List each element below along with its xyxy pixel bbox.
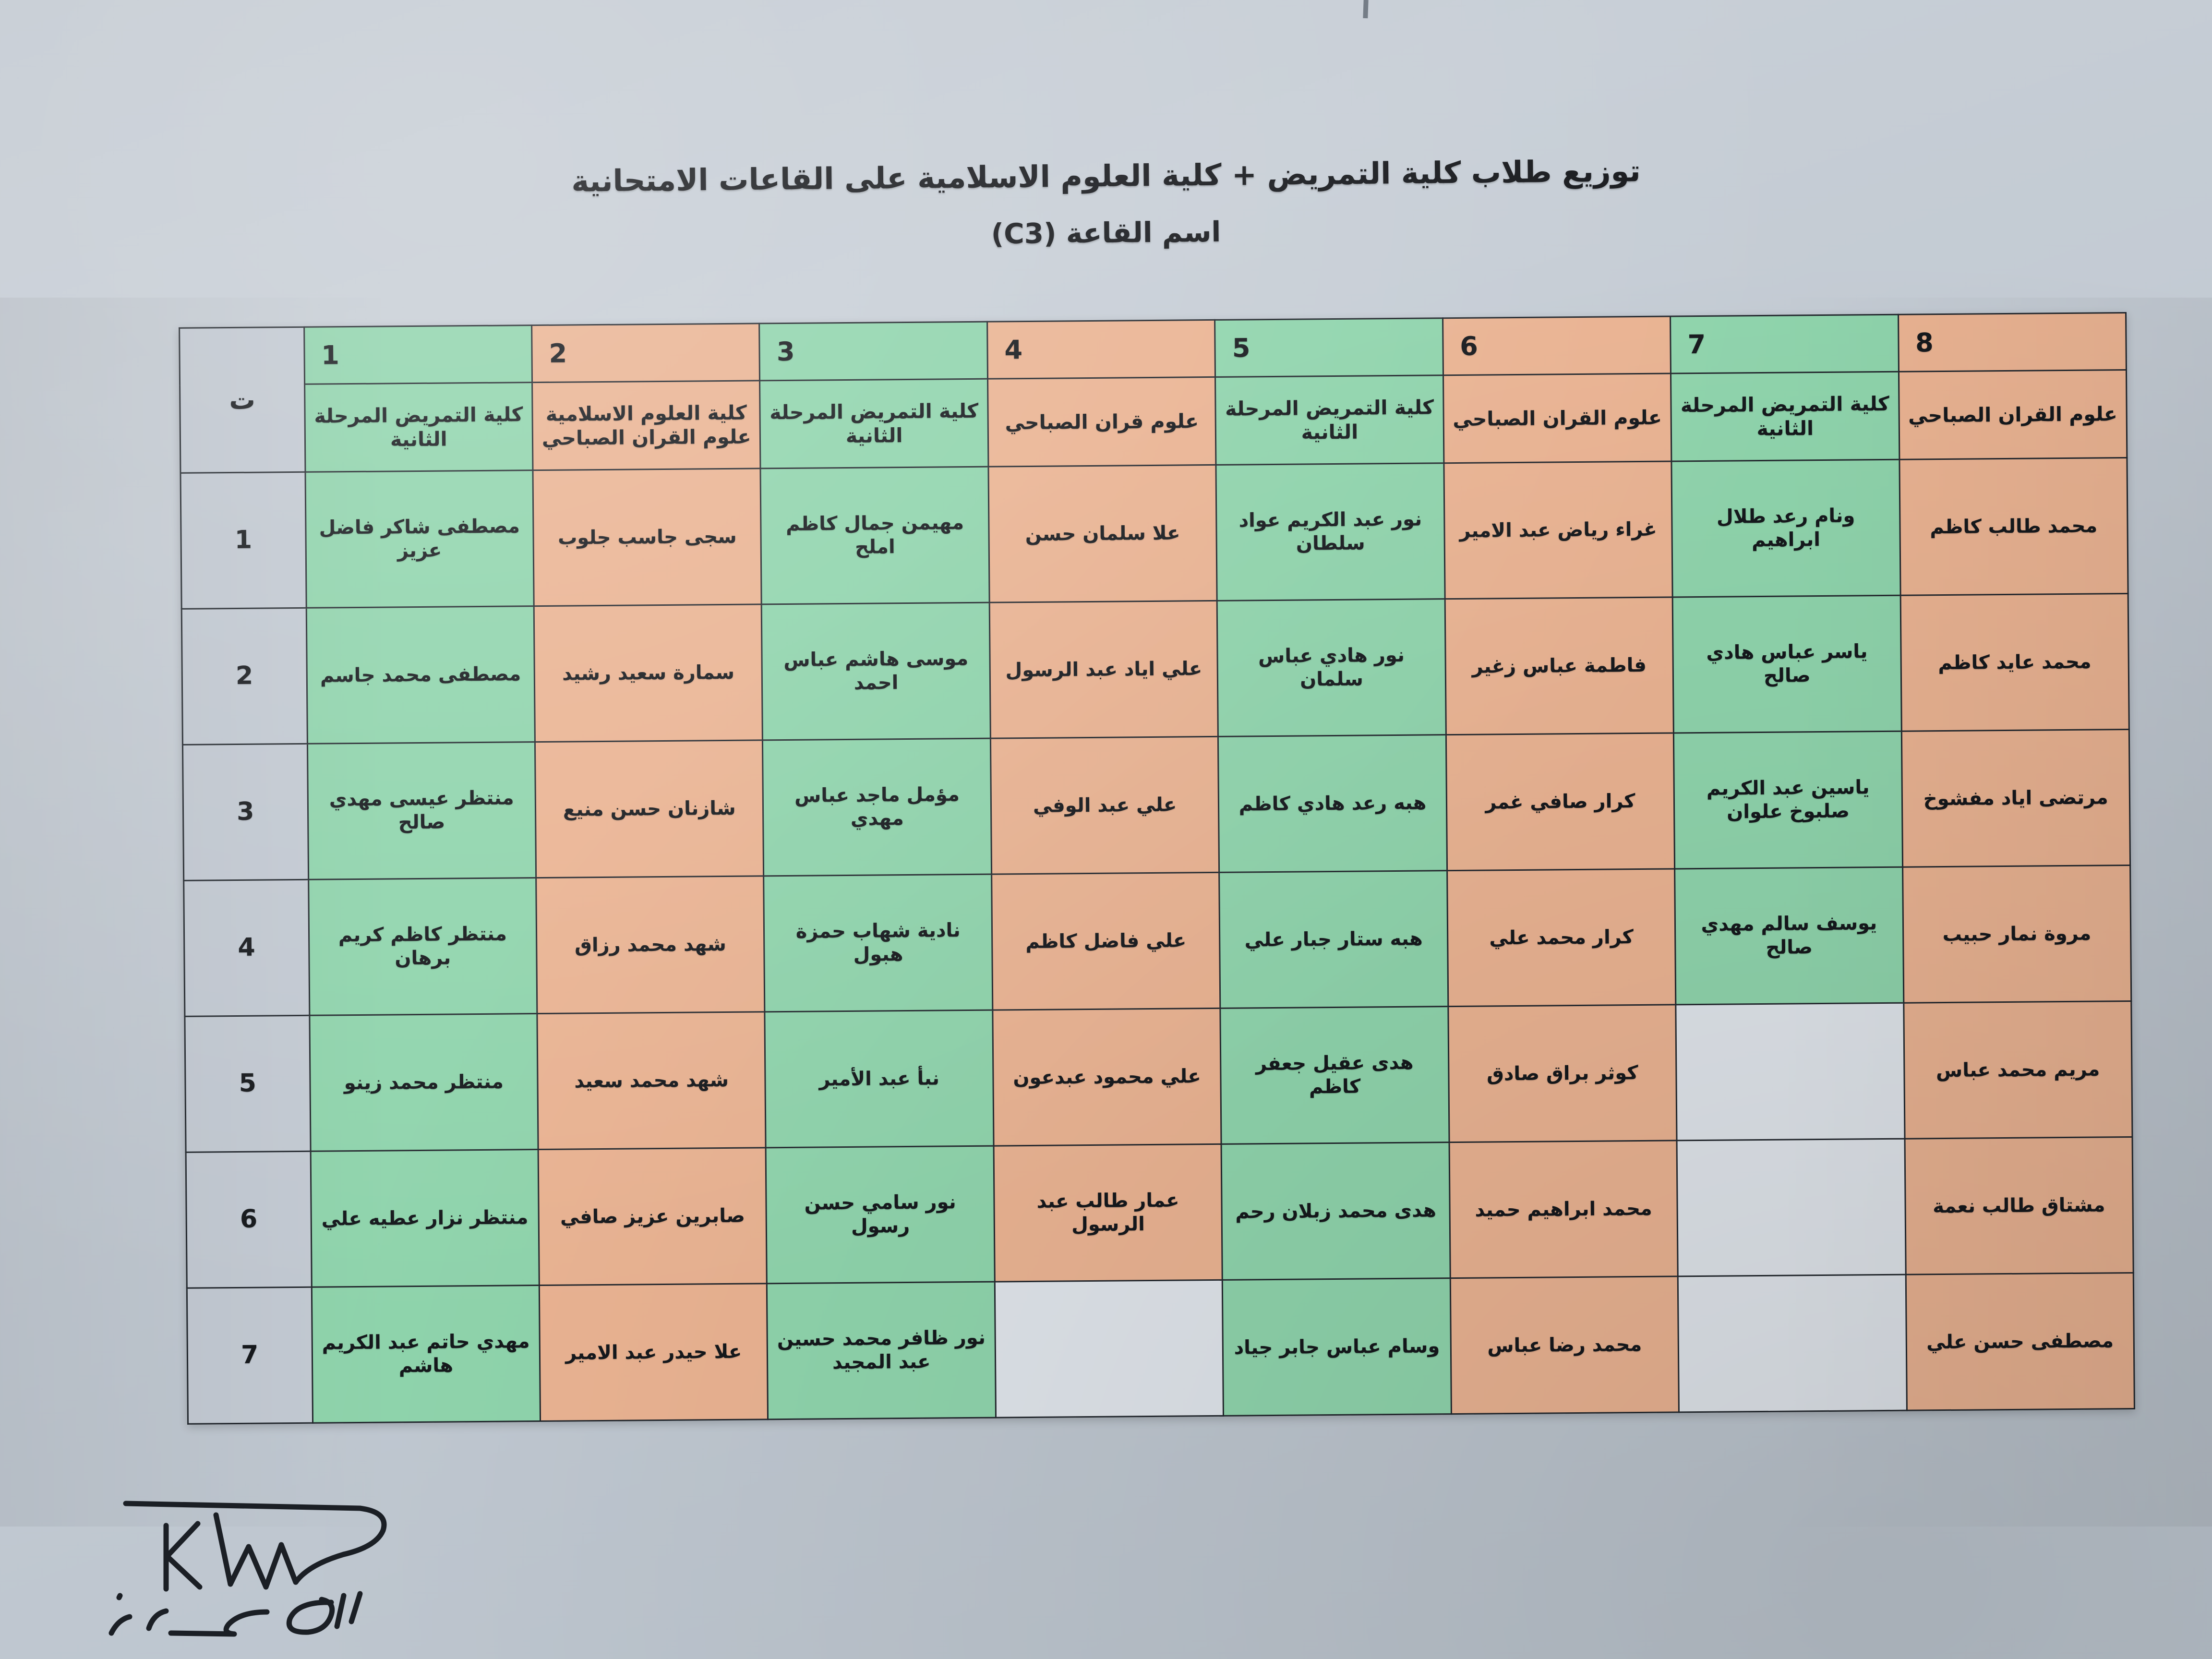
student-name-cell: عمار طالب عبد الرسول — [993, 1144, 1223, 1282]
title-block: توزيع طلاب كلية التمريض + كلية العلوم ال… — [0, 153, 2212, 250]
column-faculty-row: علوم القران الصباحي كلية التمريض المرحلة … — [180, 370, 2127, 473]
column-number-header: 4 — [987, 320, 1215, 379]
student-name-cell: علي فاضل كاظم — [991, 872, 1221, 1010]
student-name-cell: نور عبد الكريم عواد سلطان — [1216, 463, 1445, 601]
student-name-cell: منتظر كاظم كريم برهان — [308, 878, 537, 1016]
student-name-cell: كرار صافي غمر — [1446, 733, 1675, 871]
column-number-header: 5 — [1214, 318, 1443, 377]
student-name-cell: يوسف سالم مهدي صالح — [1674, 867, 1904, 1005]
column-faculty-header: كلية التمريض المرحلة الثانية — [760, 379, 988, 469]
student-name-cell: نور هادي عباس سلمان — [1217, 599, 1446, 737]
column-number-header: 7 — [1670, 314, 1899, 373]
distribution-table-wrapper: 8 7 6 5 4 3 2 1 ت علوم القران الصباحي كلية التمريض… — [179, 312, 2135, 1425]
column-faculty-header: كلية التمريض المرحلة الثانية — [304, 382, 533, 472]
student-name-cell: ياسر عباس هادي صالح — [1672, 595, 1901, 733]
student-name-cell-empty — [1678, 1274, 1907, 1412]
row-number-cell: 3 — [182, 744, 309, 881]
page-title: توزيع طلاب كلية التمريض + كلية العلوم ال… — [571, 153, 1641, 199]
student-name-cell: هدى عقيل جعفر كاظم — [1220, 1006, 1449, 1144]
student-name-cell-empty — [1675, 1003, 1905, 1141]
student-name-cell: منتظر محمد زينو — [309, 1013, 539, 1152]
student-name-cell: مريم محمد عباس — [1903, 1001, 2132, 1139]
student-name-cell: فاطمة عباس زغير — [1444, 597, 1674, 735]
student-name-cell: مؤمل ماجد عباس مهدي — [762, 738, 992, 876]
row-number-cell: 5 — [184, 1015, 311, 1153]
column-faculty-header: علوم القران الصباحي — [1443, 373, 1672, 463]
column-faculty-header: علوم قران الصباحي — [987, 377, 1216, 467]
student-distribution-table: 8 7 6 5 4 3 2 1 ت علوم القران الصباحي كلية التمريض… — [179, 312, 2135, 1425]
student-name-cell: ياسين عبد الكريم صلبوخ علوان — [1673, 731, 1903, 869]
student-name-cell: علي عبد الوفي — [990, 736, 1219, 875]
student-name-cell: شازنان حسن منيع — [535, 740, 764, 878]
student-name-cell: سجى جاسب جلوب — [533, 468, 762, 606]
student-name-cell: محمد عايد كاظم — [1900, 593, 2129, 732]
column-faculty-header: كلية التمريض المرحلة الثانية — [1671, 372, 1899, 461]
table-row: مرتضى اياد مفشوخ ياسين عبد الكريم صلبوخ ع… — [182, 729, 2130, 881]
student-name-cell: مرتضى اياد مفشوخ — [1901, 729, 2130, 867]
student-name-cell: شهد محمد رزاق — [536, 876, 765, 1014]
column-faculty-header: علوم القران الصباحي — [1899, 370, 2127, 460]
row-number-cell: 2 — [181, 608, 308, 745]
table-row: مروة نمار حبيب يوسف سالم مهدي صالح كرار مح… — [183, 865, 2131, 1017]
photo-edge-notch — [1363, 0, 1369, 19]
student-name-cell: كوثر براق صادق — [1448, 1004, 1677, 1142]
student-name-cell: شهد محمد سعيد — [537, 1011, 766, 1150]
column-number-header: 8 — [1898, 313, 2127, 372]
table-row: مصطفى حسن علي محمد رضا عباس وسام عباس جابر… — [187, 1273, 2135, 1424]
column-number-header: 2 — [531, 323, 760, 383]
student-name-cell: نور سامي حسن رسول — [766, 1146, 995, 1284]
student-name-cell: علي محمود عبدعون — [992, 1008, 1222, 1146]
student-name-cell: نبأ عبد الأمير — [765, 1010, 994, 1148]
column-number-header: 6 — [1443, 316, 1671, 375]
student-name-cell: سمارة سعيد رشيد — [534, 604, 763, 742]
student-name-cell-empty — [995, 1280, 1224, 1418]
student-name-cell-empty — [1677, 1139, 1906, 1276]
row-number-cell: 4 — [183, 879, 310, 1017]
hall-name-subtitle: اسم القاعة (C3) — [991, 215, 1221, 251]
student-name-cell: منتظر عيسى مهدي صالح — [307, 742, 536, 880]
column-faculty-header: كلية التمريض المرحلة الثانية — [1215, 375, 1444, 465]
student-name-cell: محمد رضا عباس — [1450, 1276, 1679, 1414]
student-name-cell: كرار محمد علي — [1447, 868, 1676, 1007]
row-number-cell: 6 — [186, 1151, 312, 1288]
column-number-header: 3 — [759, 322, 988, 381]
handwritten-signature — [72, 1493, 446, 1637]
student-name-cell: هدى محمد زبلان رحم — [1221, 1142, 1450, 1280]
index-column-header: ت — [179, 327, 305, 473]
table-row: محمد طالب كاظم ونام رعد طلال ابراهيم غراء … — [180, 457, 2128, 609]
student-name-cell: موسى هاشم عباس احمد — [761, 602, 991, 740]
student-name-cell: مشتاق طالب نعمة — [1904, 1137, 2134, 1275]
student-name-cell: وسام عباس جابر جياد — [1222, 1278, 1452, 1416]
column-faculty-header: كلية العلوم الاسلامية علوم القران الصباح… — [532, 380, 761, 470]
student-name-cell: منتظر نزار عطيه علي — [310, 1149, 540, 1287]
student-name-cell: مصطفى حسن علي — [1905, 1273, 2135, 1411]
table-row: مريم محمد عباس كوثر براق صادق هدى عقيل جعف… — [184, 1001, 2132, 1153]
column-number-header: 1 — [304, 325, 532, 385]
student-name-cell: محمد ابراهيم حميد — [1449, 1140, 1678, 1278]
table-row: محمد عايد كاظم ياسر عباس هادي صالح فاطمة ع… — [181, 593, 2129, 745]
row-number-cell: 7 — [187, 1287, 313, 1424]
student-name-cell: هبه رعد هادي كاظم — [1218, 734, 1447, 873]
student-name-cell: مصطفى محمد جاسم — [306, 606, 535, 744]
row-number-cell: 1 — [180, 472, 306, 609]
student-name-cell: علا حيدر عبد الامير — [539, 1283, 768, 1421]
student-name-cell: مهيمن جمال كاظم املح — [760, 467, 990, 604]
student-name-cell: هبه ستار جبار علي — [1219, 870, 1448, 1009]
student-name-cell: نور ظافر محمد حسين عبد المجيد — [767, 1282, 996, 1419]
student-name-cell: مهدي حاتم عبد الكريم هاشم — [311, 1285, 541, 1423]
student-name-cell: مروة نمار حبيب — [1902, 865, 2131, 1003]
student-name-cell: صابرين عزيز صافي — [538, 1147, 767, 1286]
student-name-cell: مصطفى شاكر فاضل عزيز — [305, 470, 534, 608]
student-name-cell: محمد طالب كاظم — [1899, 457, 2128, 596]
student-name-cell: علا سلمان حسن — [988, 465, 1217, 603]
student-name-cell: غراء رياض عبد الامير — [1443, 461, 1673, 599]
student-name-cell: نادية شهاب حمزة هبول — [764, 874, 993, 1012]
table-row: مشتاق طالب نعمة محمد ابراهيم حميد هدى محمد… — [186, 1137, 2134, 1288]
student-name-cell: علي اياد عبد الرسول — [989, 601, 1218, 739]
student-name-cell: ونام رعد طلال ابراهيم — [1671, 459, 1900, 597]
